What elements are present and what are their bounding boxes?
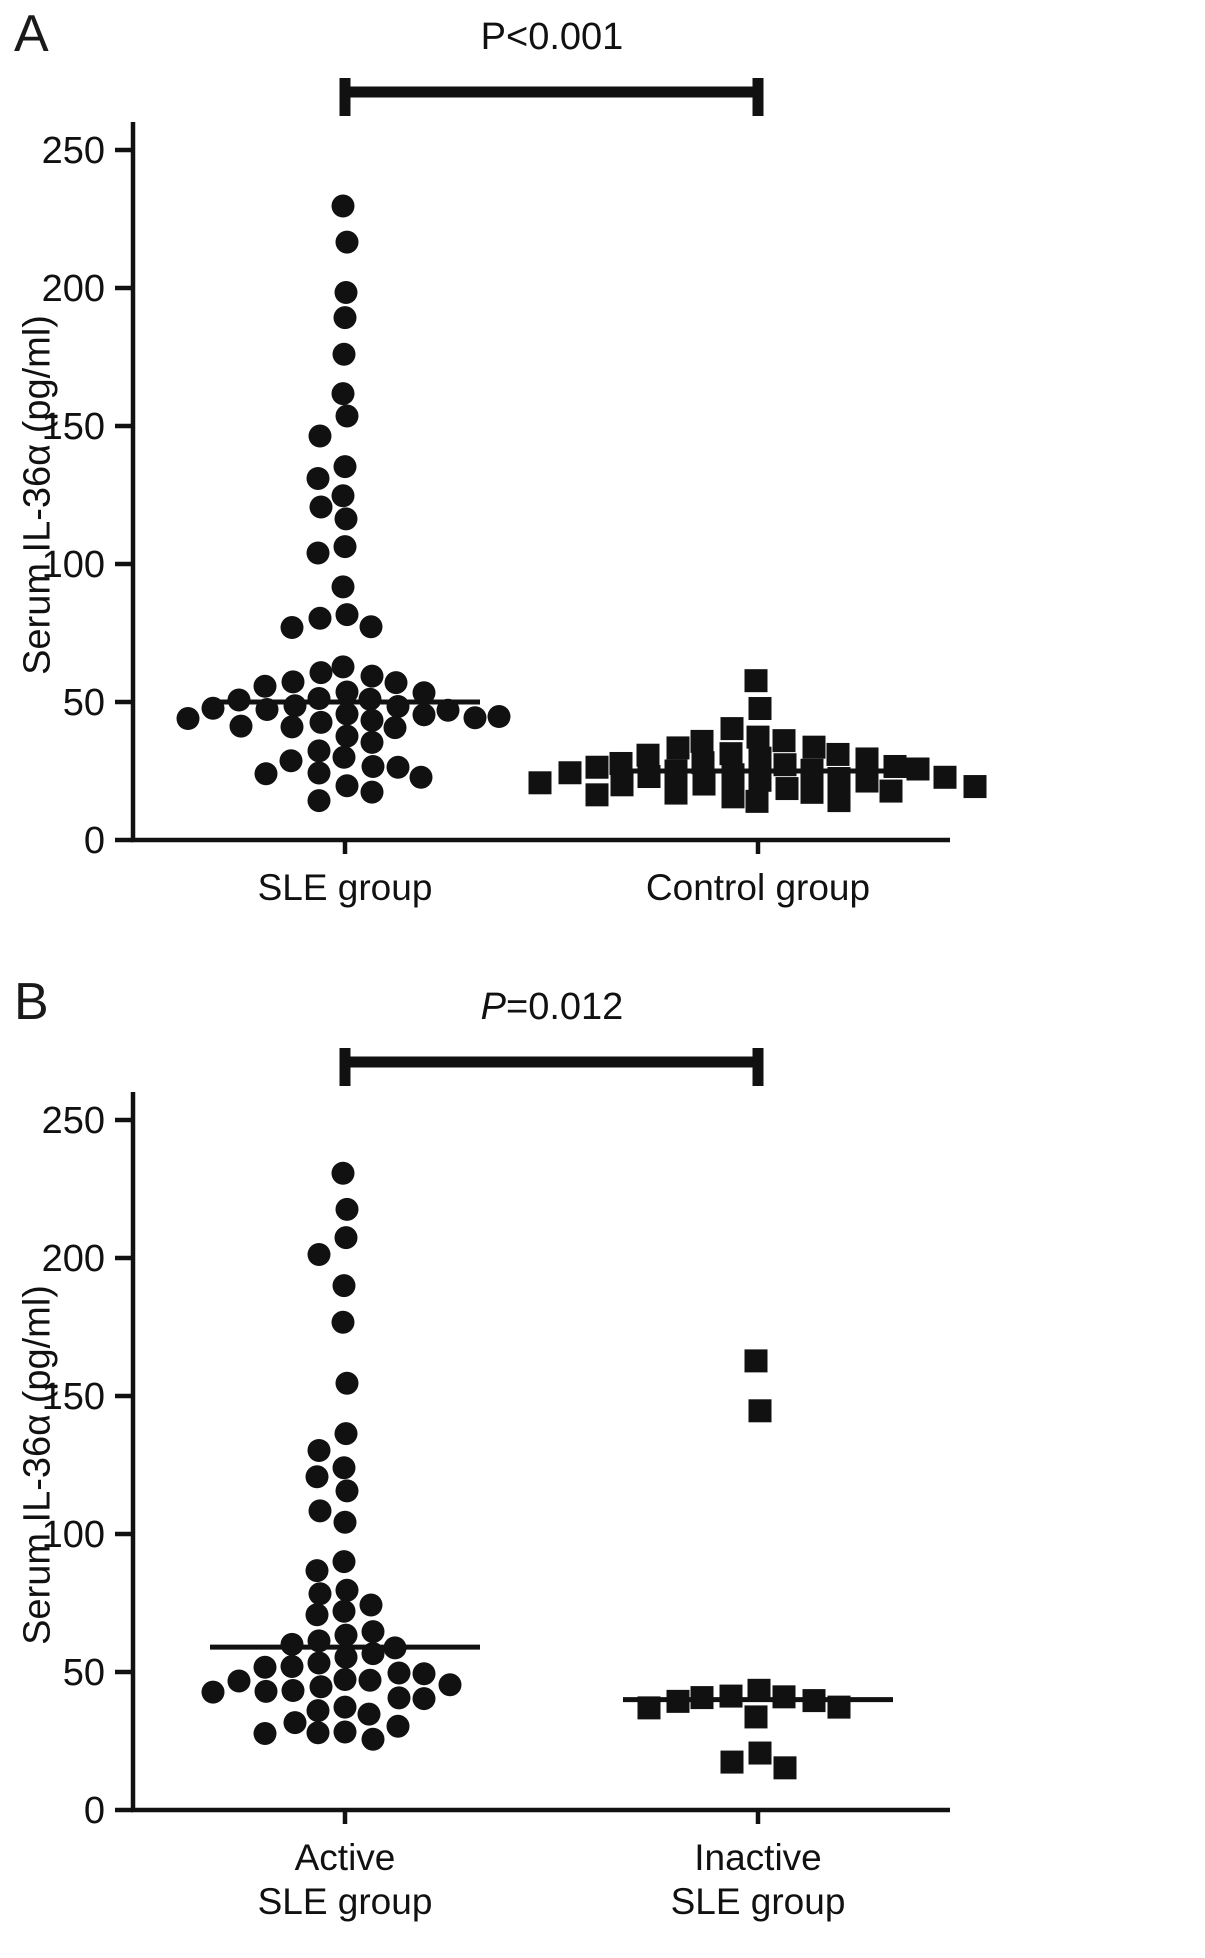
svg-text:0: 0 xyxy=(84,820,105,862)
svg-text:250: 250 xyxy=(42,1100,105,1142)
svg-text:150: 150 xyxy=(42,406,105,448)
svg-text:100: 100 xyxy=(42,1514,105,1556)
svg-text:250: 250 xyxy=(42,130,105,172)
svg-text:50: 50 xyxy=(63,1652,105,1694)
p-value-text: <0.001 xyxy=(506,16,624,58)
panel-a-p-value: P<0.001 xyxy=(352,16,752,59)
svg-text:0: 0 xyxy=(84,1790,105,1832)
svg-text:50: 50 xyxy=(63,682,105,724)
panel-b-group-1-label: Active SLE group xyxy=(257,1837,433,1922)
panel-a: A P<0.001 Serum IL-36α (pg/ml) 0 50 100 150… xyxy=(0,0,1205,962)
panel-b-group-2-label: Inactive SLE group xyxy=(670,1837,846,1922)
p-value-text: =0.012 xyxy=(506,986,624,1028)
panel-a-group-2-label: Control group xyxy=(645,867,871,908)
svg-text:200: 200 xyxy=(42,1238,105,1280)
p-value-symbol: P xyxy=(480,986,507,1028)
panel-b-p-value: P=0.012 xyxy=(352,986,752,1029)
svg-text:150: 150 xyxy=(42,1376,105,1418)
panel-a-letter: A xyxy=(14,5,50,63)
panel-b-letter: B xyxy=(14,973,50,1031)
panel-b: B P=0.012 Serum IL-36α (pg/ml) 0 50 100 150… xyxy=(0,962,1205,1958)
panel-b-plot: 0 50 100 150 200 250 xyxy=(42,1048,950,1832)
p-value-symbol: P xyxy=(480,16,507,58)
panel-a-plot: 0 50 100 150 200 250 xyxy=(42,78,987,862)
svg-text:200: 200 xyxy=(42,268,105,310)
svg-text:100: 100 xyxy=(42,544,105,586)
panel-a-group-1-label: SLE group xyxy=(257,867,433,908)
